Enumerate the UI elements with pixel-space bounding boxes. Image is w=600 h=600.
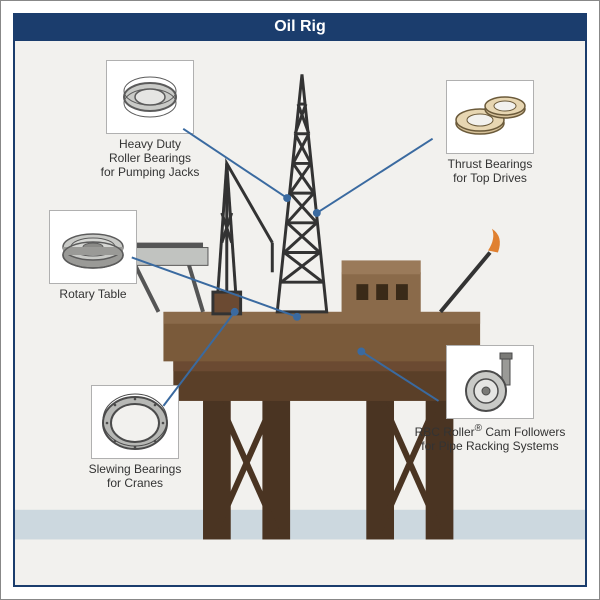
cam-follower-icon bbox=[450, 349, 530, 415]
callout-label: RBC Roller® Cam Followersfor Pipe Rackin… bbox=[400, 423, 580, 454]
callout-thrust-bearings: Thrust Bearingsfor Top Drives bbox=[420, 80, 560, 186]
thumb-slewing-ring bbox=[91, 385, 179, 459]
callout-label: Thrust Bearingsfor Top Drives bbox=[420, 158, 560, 186]
thumb-cam-follower bbox=[446, 345, 534, 419]
title-text: Oil Rig bbox=[274, 18, 326, 35]
thrust-bearing-icon bbox=[450, 87, 530, 147]
figure-frame: Oil Rig bbox=[0, 0, 600, 600]
rotary-table-icon bbox=[53, 217, 133, 277]
callout-label: Heavy DutyRoller Bearingsfor Pumping Jac… bbox=[85, 138, 215, 179]
callout-rotary-table: Rotary Table bbox=[33, 210, 153, 302]
callout-slewing-bearings: Slewing Bearingsfor Cranes bbox=[65, 385, 205, 491]
slewing-ring-icon bbox=[95, 389, 175, 455]
title-bar: Oil Rig bbox=[13, 13, 587, 41]
callout-label: Slewing Bearingsfor Cranes bbox=[65, 463, 205, 491]
callout-roller-bearings: Heavy DutyRoller Bearingsfor Pumping Jac… bbox=[85, 60, 215, 179]
callout-label: Rotary Table bbox=[33, 288, 153, 302]
callout-cam-followers: RBC Roller® Cam Followersfor Pipe Rackin… bbox=[400, 345, 580, 454]
thumb-roller-bearing bbox=[106, 60, 194, 134]
figure-panel: Oil Rig bbox=[13, 13, 587, 587]
thumb-rotary-table bbox=[49, 210, 137, 284]
roller-bearing-icon bbox=[115, 67, 185, 127]
thumb-thrust-bearing bbox=[446, 80, 534, 154]
